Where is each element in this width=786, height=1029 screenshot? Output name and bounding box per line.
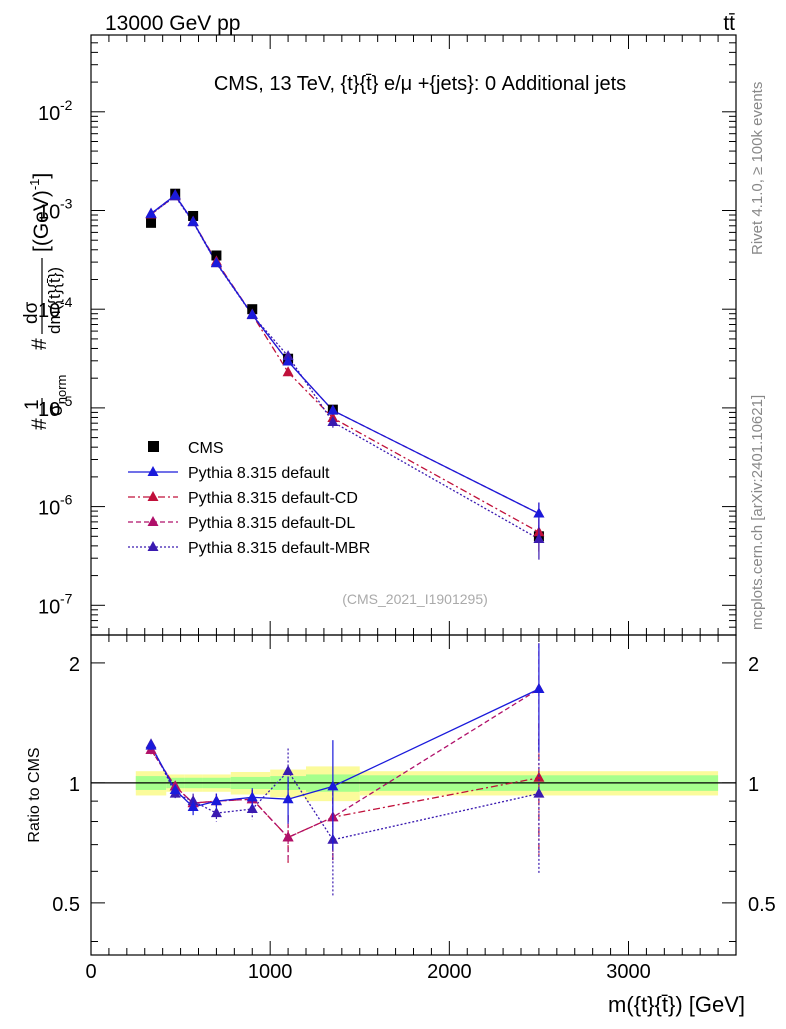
x-tick-label: 0 [85,961,96,983]
ylabel-num2: dσ [21,301,42,324]
main-mc-point [533,532,545,543]
legend: CMS Pythia 8.315 default Pythia 8.315 defa… [128,440,370,557]
ratio-y-tick-label-right: 0.5 [748,894,776,916]
legend-marker [147,516,159,526]
main-y-tick-exponent: -7 [60,590,73,606]
main-y-tick-label: 10 [38,201,60,223]
ratio-point [169,783,181,794]
ratio-y-tick-label: 0.5 [52,894,80,916]
main-y-axis-label: # 1 σnorm # dσ dm({t}{t̄}) [(GeV)-1] [21,173,69,430]
x-axis-label: m({t}{t̄}) [GeV] [608,992,745,1017]
analysis-id: (CMS_2021_I1901295) [342,591,488,607]
main-y-tick-exponent: -3 [60,195,73,211]
main-mc-point [327,415,339,426]
ratio-y-axis-label: Ratio to CMS [26,747,43,842]
legend-label: Pythia 8.315 default-MBR [188,540,370,557]
legend-label: Pythia 8.315 default [188,465,330,482]
ratio-point [246,791,258,802]
main-y-tick-label: 10 [38,498,60,520]
ylabel-unit-sup: -1 [27,179,42,191]
ratio-series-line [150,688,540,839]
ratio-y-tick-label: 2 [69,654,80,676]
legend-marker [147,541,159,551]
main-mc-point [187,215,199,226]
main-mc-point [282,350,294,361]
ratio-y-tick-label-right: 2 [748,654,759,676]
ylabel-num1: 1 [22,399,43,410]
mcplots-label: mcplots.cern.ch [arXiv:2401.10621] [749,395,766,630]
process-label: tt̄ [723,12,735,35]
main-mc-point [169,189,181,200]
ratio-point [533,787,545,798]
main-mc-point [327,404,339,415]
main-title: CMS, 13 TeV, {t}{t̄} e/μ +{jets}: 0 Addi… [214,73,626,95]
ratio-point [187,801,199,812]
ratio-point [210,807,222,818]
ratio-point [282,793,294,804]
main-y-tick-label: 10 [38,103,60,125]
energy-label: 13000 GeV pp [105,12,240,35]
ratio-point [327,780,339,791]
main-y-tick-label: 10 [38,399,60,421]
ylabel-unit: [(GeV) [30,190,53,252]
x-tick-label: 1000 [248,961,293,983]
main-y-tick-exponent: -4 [60,294,73,310]
legend-label: Pythia 8.315 default-DL [188,515,355,532]
ratio-point [533,683,545,694]
svg-text:#: # [28,418,51,430]
main-series-line [150,195,540,540]
ylabel-prefix1: # [28,418,51,430]
main-mc-point [246,308,258,319]
ylabel-prefix2: # [28,338,51,350]
main-y-tick-label: 10 [38,596,60,618]
rivet-label: Rivet 4.1.0, ≥ 100k events [749,82,766,255]
x-tick-label: 2000 [427,961,472,983]
svg-text:σnorm: σnorm [46,375,69,416]
ratio-series-line [150,744,540,841]
main-mc-point [210,256,222,267]
ylabel-unit-close: ] [30,173,53,179]
ratio-y-tick-label-right: 1 [748,774,759,796]
x-tick-label: 3000 [606,961,651,983]
svg-text:[(GeV)-1]: [(GeV)-1] [27,173,53,252]
legend-marker [147,466,159,476]
ratio-point [145,739,157,750]
ratio-point [282,765,294,776]
main-mc-point [282,366,294,377]
legend-marker [147,491,159,501]
ratio-panel: 0.5 0.5 1 1 2 2 0 1000 2000 3000 Ratio to CMS m({… [26,634,776,1017]
main-panel: 10-210-310-410-510-610-7 CMS, 13 TeV, {t… [21,34,737,636]
main-y-tick-label: 10 [38,300,60,322]
ylabel-den2: dm({t}{t̄}) [45,267,64,334]
main-y-tick-exponent: -5 [60,393,73,409]
ratio-point [246,803,258,814]
main-y-tick-exponent: -2 [60,97,73,113]
main-mc-point [145,207,157,218]
main-mc-point [533,507,545,518]
ratio-y-tick-label: 1 [69,774,80,796]
legend-marker [148,441,159,452]
main-data-point [146,217,157,228]
ratio-point [210,795,222,806]
ylabel-den1: σ [46,404,67,416]
main-mc-point [282,355,294,366]
legend-label: CMS [188,440,224,457]
legend-label: Pythia 8.315 default-CD [188,490,358,507]
ylabel-den1-sub: norm [54,375,69,405]
ratio-point [282,831,294,842]
main-y-tick-exponent: -6 [60,492,73,508]
